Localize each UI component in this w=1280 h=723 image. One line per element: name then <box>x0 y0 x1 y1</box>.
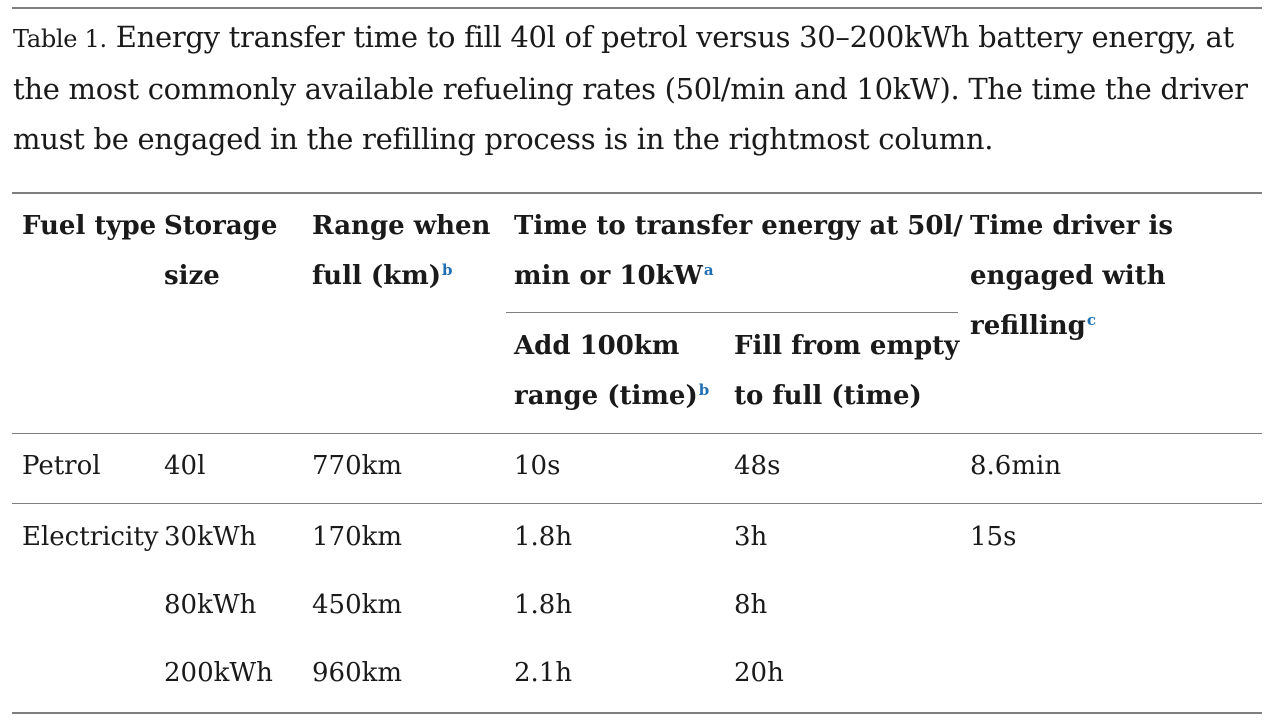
cell-add-range-time: 2.1h <box>514 658 573 688</box>
cell-range: 450km <box>312 590 403 620</box>
header-fuel-type: Fuel type <box>22 211 157 241</box>
header-add-range-line1: Add 100km <box>514 331 680 361</box>
header-transfer-line1: Time to transfer energy at 50l/ <box>514 211 963 241</box>
cell-fill-time: 8h <box>734 590 768 620</box>
header-storage-size-line2: size <box>164 261 220 291</box>
header-engaged-line2: engaged with <box>970 261 1166 291</box>
caption-text: Energy transfer time to fill 40l of petr… <box>13 20 1248 156</box>
table-top-rule <box>12 192 1262 194</box>
header-add-range-line2: range (time)b <box>514 371 709 421</box>
cell-storage-size: 80kWh <box>164 590 257 620</box>
table-caption: Table 1. Energy transfer time to fill 40… <box>13 12 1263 164</box>
header-range-line1: Range when <box>312 211 491 241</box>
cell-fuel-type: Petrol <box>22 451 101 481</box>
cell-engaged-time: 8.6min <box>970 451 1062 481</box>
cell-add-range-time: 1.8h <box>514 590 573 620</box>
header-bottom-rule <box>12 433 1262 434</box>
row-separator-rule <box>12 503 1262 504</box>
cell-add-range-time: 1.8h <box>514 522 573 552</box>
header-fill-line2: to full (time) <box>734 381 922 411</box>
header-transfer-line2: min or 10kWa <box>514 251 714 301</box>
header-engaged-line3: refillingc <box>970 301 1096 351</box>
header-engaged-text: refilling <box>970 311 1086 341</box>
cell-fill-time: 20h <box>734 658 784 688</box>
header-range-text: full (km) <box>312 261 442 291</box>
cell-add-range-time: 10s <box>514 451 561 481</box>
cell-storage-size: 40l <box>164 451 206 481</box>
footnote-marker-b[interactable]: b <box>442 261 453 279</box>
header-fill-line1: Fill from empty <box>734 331 960 361</box>
cell-storage-size: 200kWh <box>164 658 273 688</box>
top-rule <box>12 7 1262 9</box>
header-add-range-text: range (time) <box>514 381 698 411</box>
cell-range: 960km <box>312 658 403 688</box>
cell-storage-size: 30kWh <box>164 522 257 552</box>
header-storage-size-line1: Storage <box>164 211 278 241</box>
caption-label: Table 1. <box>13 25 107 53</box>
header-transfer-text: min or 10kW <box>514 261 703 291</box>
table-bottom-rule <box>12 712 1262 714</box>
footnote-marker-a[interactable]: a <box>703 261 714 279</box>
cell-fill-time: 48s <box>734 451 781 481</box>
cell-fill-time: 3h <box>734 522 768 552</box>
footnote-marker-c[interactable]: c <box>1086 311 1096 329</box>
footnote-marker-b[interactable]: b <box>698 381 710 399</box>
cell-engaged-time: 15s <box>970 522 1017 552</box>
subheader-rule <box>506 312 958 313</box>
cell-range: 770km <box>312 451 403 481</box>
cell-fuel-type: Electricity <box>22 522 159 552</box>
cell-range: 170km <box>312 522 403 552</box>
header-engaged-line1: Time driver is <box>970 211 1173 241</box>
header-range-line2: full (km)b <box>312 251 453 301</box>
